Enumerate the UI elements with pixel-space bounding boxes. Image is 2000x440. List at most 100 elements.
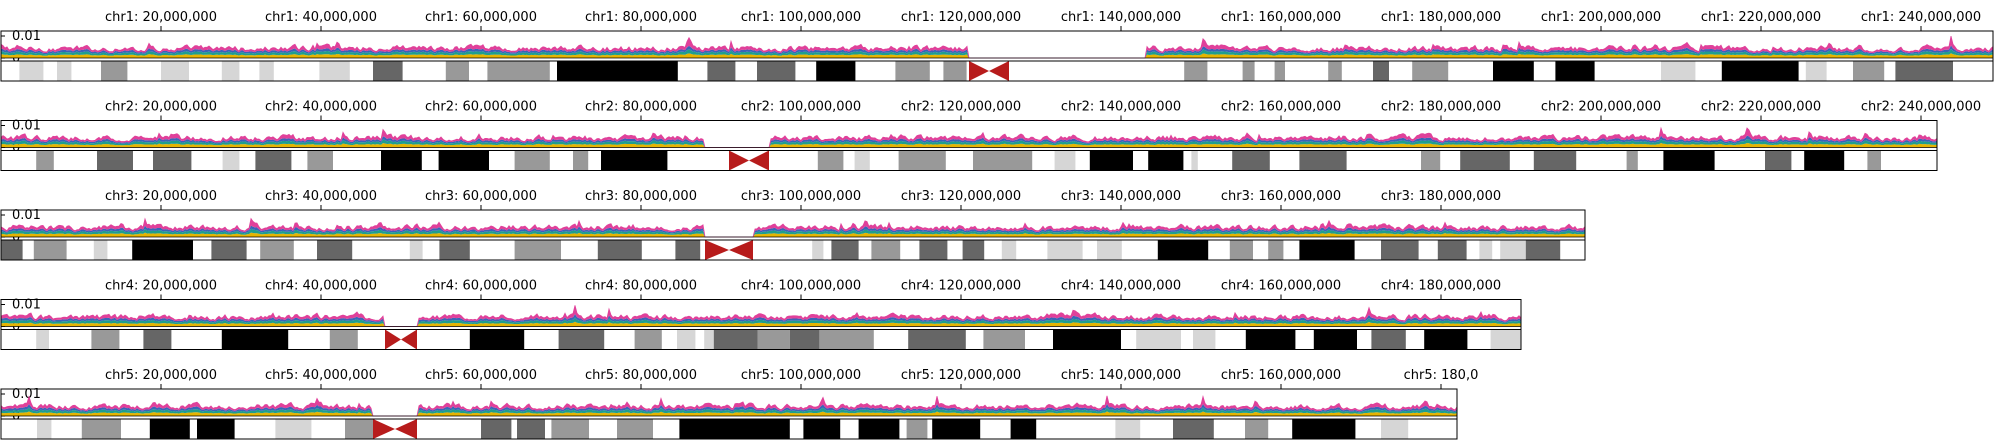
tick-label: chr2: 120,000,000	[901, 100, 1021, 115]
ideogram-band	[789, 329, 820, 350]
chromosome-row-chr4: chr4: 20,000,000 chr4: 40,000,000 chr4: 60…	[0, 279, 1522, 350]
density-layer-yellow	[1, 53, 1993, 58]
ideogram-band	[1232, 150, 1270, 171]
ideogram-band	[817, 150, 844, 171]
ideogram-band	[819, 329, 874, 350]
ideogram-frame	[0, 150, 1938, 171]
density-layer-yellow	[1, 232, 1585, 237]
ideogram-band	[854, 150, 870, 171]
ideogram-band	[1010, 419, 1037, 439]
ideogram-band	[260, 240, 294, 260]
tick-label: chr5: 140,000,000	[1061, 368, 1181, 383]
y-tick-label: 0.01	[12, 208, 41, 223]
ideogram-band	[373, 61, 403, 81]
ideogram-band	[149, 419, 190, 439]
ideogram-band	[1765, 150, 1792, 171]
ideogram-band	[1853, 61, 1885, 81]
ideogram-band	[275, 419, 312, 439]
ideogram-band	[1626, 150, 1638, 171]
y-tick-label: 0	[12, 51, 20, 66]
density-outline	[0, 217, 1586, 238]
tick-label: chr3: 140,000,000	[1061, 189, 1181, 204]
y-tick-label: 0.01	[12, 119, 41, 134]
ideogram-band	[1245, 419, 1269, 439]
ideogram-band	[19, 61, 44, 81]
ideogram-band	[161, 61, 189, 81]
ideogram-band	[329, 329, 358, 350]
ideogram-band	[1136, 329, 1181, 350]
ideogram-band	[1493, 61, 1534, 81]
ideogram-band	[1381, 240, 1419, 260]
density-layer-blue	[1, 403, 1457, 416]
ideogram-band	[757, 329, 790, 350]
tick-label: chr2: 220,000,000	[1701, 100, 1821, 115]
density-layer-blue	[1, 45, 1993, 58]
ideogram-band	[36, 329, 49, 350]
tick-label: chr5: 20,000,000	[105, 368, 217, 383]
ideogram-band	[1381, 419, 1409, 439]
ideogram-band	[345, 419, 376, 439]
tick-label: chr3: 160,000,000	[1221, 189, 1341, 204]
ideogram-frame	[0, 60, 1994, 82]
ideogram-band	[1533, 150, 1577, 171]
ideogram-band	[551, 419, 589, 439]
ideogram-band	[558, 329, 605, 350]
ideogram-band	[713, 329, 758, 350]
tick-label: chr4: 140,000,000	[1061, 279, 1181, 294]
ideogram-band	[803, 419, 841, 439]
density-layer-teal	[1, 228, 1585, 237]
ideogram-band	[1663, 150, 1715, 171]
ideogram-band	[57, 61, 72, 81]
ideogram-band	[1867, 150, 1881, 171]
ideogram-band	[381, 150, 422, 171]
ideogram-band	[1500, 240, 1526, 260]
ideogram-band	[1157, 240, 1209, 260]
tick-label: chr2: 100,000,000	[741, 100, 861, 115]
ideogram-band	[81, 419, 121, 439]
centromere-right	[989, 61, 1009, 81]
ideogram-band	[1421, 150, 1441, 171]
ideogram-band	[634, 329, 662, 350]
chromosome-row-chr2: chr2: 20,000,000 chr2: 40,000,000 chr2: 60…	[0, 100, 1981, 171]
y-tick-label: 0.01	[12, 29, 41, 44]
ideogram-band	[255, 150, 292, 171]
ideogram-band	[973, 150, 1033, 171]
ideogram-band	[1804, 150, 1845, 171]
tick-label: chr1: 120,000,000	[901, 10, 1021, 25]
ideogram-band	[1, 240, 23, 260]
density-outline	[0, 394, 1458, 417]
ideogram-band	[1193, 329, 1216, 350]
ideogram-band	[1371, 329, 1406, 350]
tick-label: chr4: 40,000,000	[265, 279, 377, 294]
ideogram-band	[858, 419, 900, 439]
tick-label: chr1: 40,000,000	[265, 10, 377, 25]
tick-label: chr5: 100,000,000	[741, 368, 861, 383]
ideogram-band	[197, 419, 235, 439]
ideogram-band	[932, 419, 981, 439]
ideogram-band	[1274, 61, 1285, 81]
tick-label: chr4: 120,000,000	[901, 279, 1021, 294]
ideogram-band	[91, 329, 120, 350]
ideogram-band	[943, 61, 967, 81]
density-layer-teal	[1, 139, 1937, 148]
ideogram-band	[895, 61, 930, 81]
ideogram-band	[1191, 150, 1198, 171]
density-outline	[0, 305, 1522, 327]
ideogram-band	[319, 61, 350, 81]
tick-label: chr1: 200,000,000	[1541, 10, 1661, 25]
ideogram-band	[1229, 240, 1253, 260]
ideogram-band	[101, 61, 128, 81]
ideogram-band	[1245, 329, 1296, 350]
centromere-left	[385, 329, 401, 350]
ideogram-band	[704, 329, 714, 350]
ideogram-band	[307, 150, 333, 171]
ideogram-band	[1555, 61, 1595, 81]
tick-label: chr4: 60,000,000	[425, 279, 537, 294]
centromere-left	[373, 419, 395, 439]
ideogram-band	[1313, 329, 1357, 350]
ideogram-band	[573, 150, 589, 171]
ideogram-band	[1173, 419, 1214, 439]
tick-label: chr1: 20,000,000	[105, 10, 217, 25]
ideogram-band	[601, 150, 668, 171]
y-tick-label: 0.01	[12, 387, 41, 402]
